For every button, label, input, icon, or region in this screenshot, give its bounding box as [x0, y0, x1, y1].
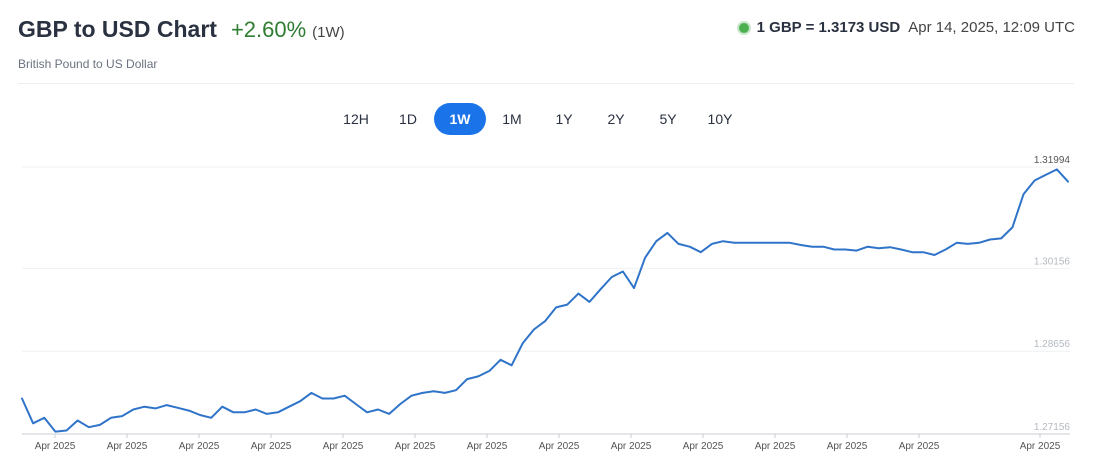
- chart-header: GBP to USD Chart +2.60% (1W) British Pou…: [18, 14, 1078, 84]
- x-tick-label: Apr 2025: [395, 441, 436, 452]
- price-chart[interactable]: 1.31994 1.30156 1.28656 1.27156 Apr 2025 Apr …: [0, 150, 1095, 459]
- range-button-5y[interactable]: 5Y: [642, 103, 694, 135]
- change-percent: +2.60%: [230, 17, 307, 42]
- page-subtitle: British Pound to US Dollar: [18, 57, 158, 71]
- range-button-1m[interactable]: 1M: [486, 103, 538, 135]
- x-tick-label: Apr 2025: [251, 441, 292, 452]
- range-button-12h[interactable]: 12H: [330, 103, 382, 135]
- current-rate: 1 GBP = 1.3173 USD: [756, 19, 901, 36]
- x-tick-label: Apr 2025: [107, 441, 148, 452]
- y-tick-label: 1.27156: [1034, 422, 1071, 433]
- live-status-icon: [738, 22, 749, 33]
- x-tick-label: Apr 2025: [323, 441, 364, 452]
- x-tick-label: Apr 2025: [467, 441, 508, 452]
- change-period: (1W): [312, 24, 345, 41]
- range-button-1y[interactable]: 1Y: [538, 103, 590, 135]
- x-tick-label: Apr 2025: [827, 441, 868, 452]
- header-divider: [18, 83, 1074, 84]
- x-tick-label: Apr 2025: [35, 441, 76, 452]
- y-tick-label: 1.30156: [1034, 256, 1071, 267]
- x-tick-label: Apr 2025: [683, 441, 724, 452]
- x-tick-label: Apr 2025: [539, 441, 580, 452]
- range-button-10y[interactable]: 10Y: [694, 103, 746, 135]
- y-tick-label: 1.28656: [1034, 339, 1071, 350]
- x-tick-label: Apr 2025: [611, 441, 652, 452]
- title-row: GBP to USD Chart +2.60% (1W): [18, 16, 345, 43]
- x-tick-label: Apr 2025: [1020, 441, 1061, 452]
- page-title: GBP to USD Chart: [18, 16, 217, 42]
- y-tick-label: 1.31994: [1034, 155, 1071, 166]
- range-button-2y[interactable]: 2Y: [590, 103, 642, 135]
- range-button-1d[interactable]: 1D: [382, 103, 434, 135]
- x-tick-label: Apr 2025: [179, 441, 220, 452]
- range-button-1w[interactable]: 1W: [434, 103, 486, 135]
- rate-timestamp: Apr 14, 2025, 12:09 UTC: [908, 19, 1075, 36]
- x-tick-label: Apr 2025: [755, 441, 796, 452]
- x-tick-label: Apr 2025: [899, 441, 940, 452]
- rate-display: 1 GBP = 1.3173 USD Apr 14, 2025, 12:09 U…: [738, 19, 1075, 36]
- series-line: [21, 168, 1069, 433]
- time-range-selector: 12H 1D 1W 1M 1Y 2Y 5Y 10Y: [330, 103, 746, 135]
